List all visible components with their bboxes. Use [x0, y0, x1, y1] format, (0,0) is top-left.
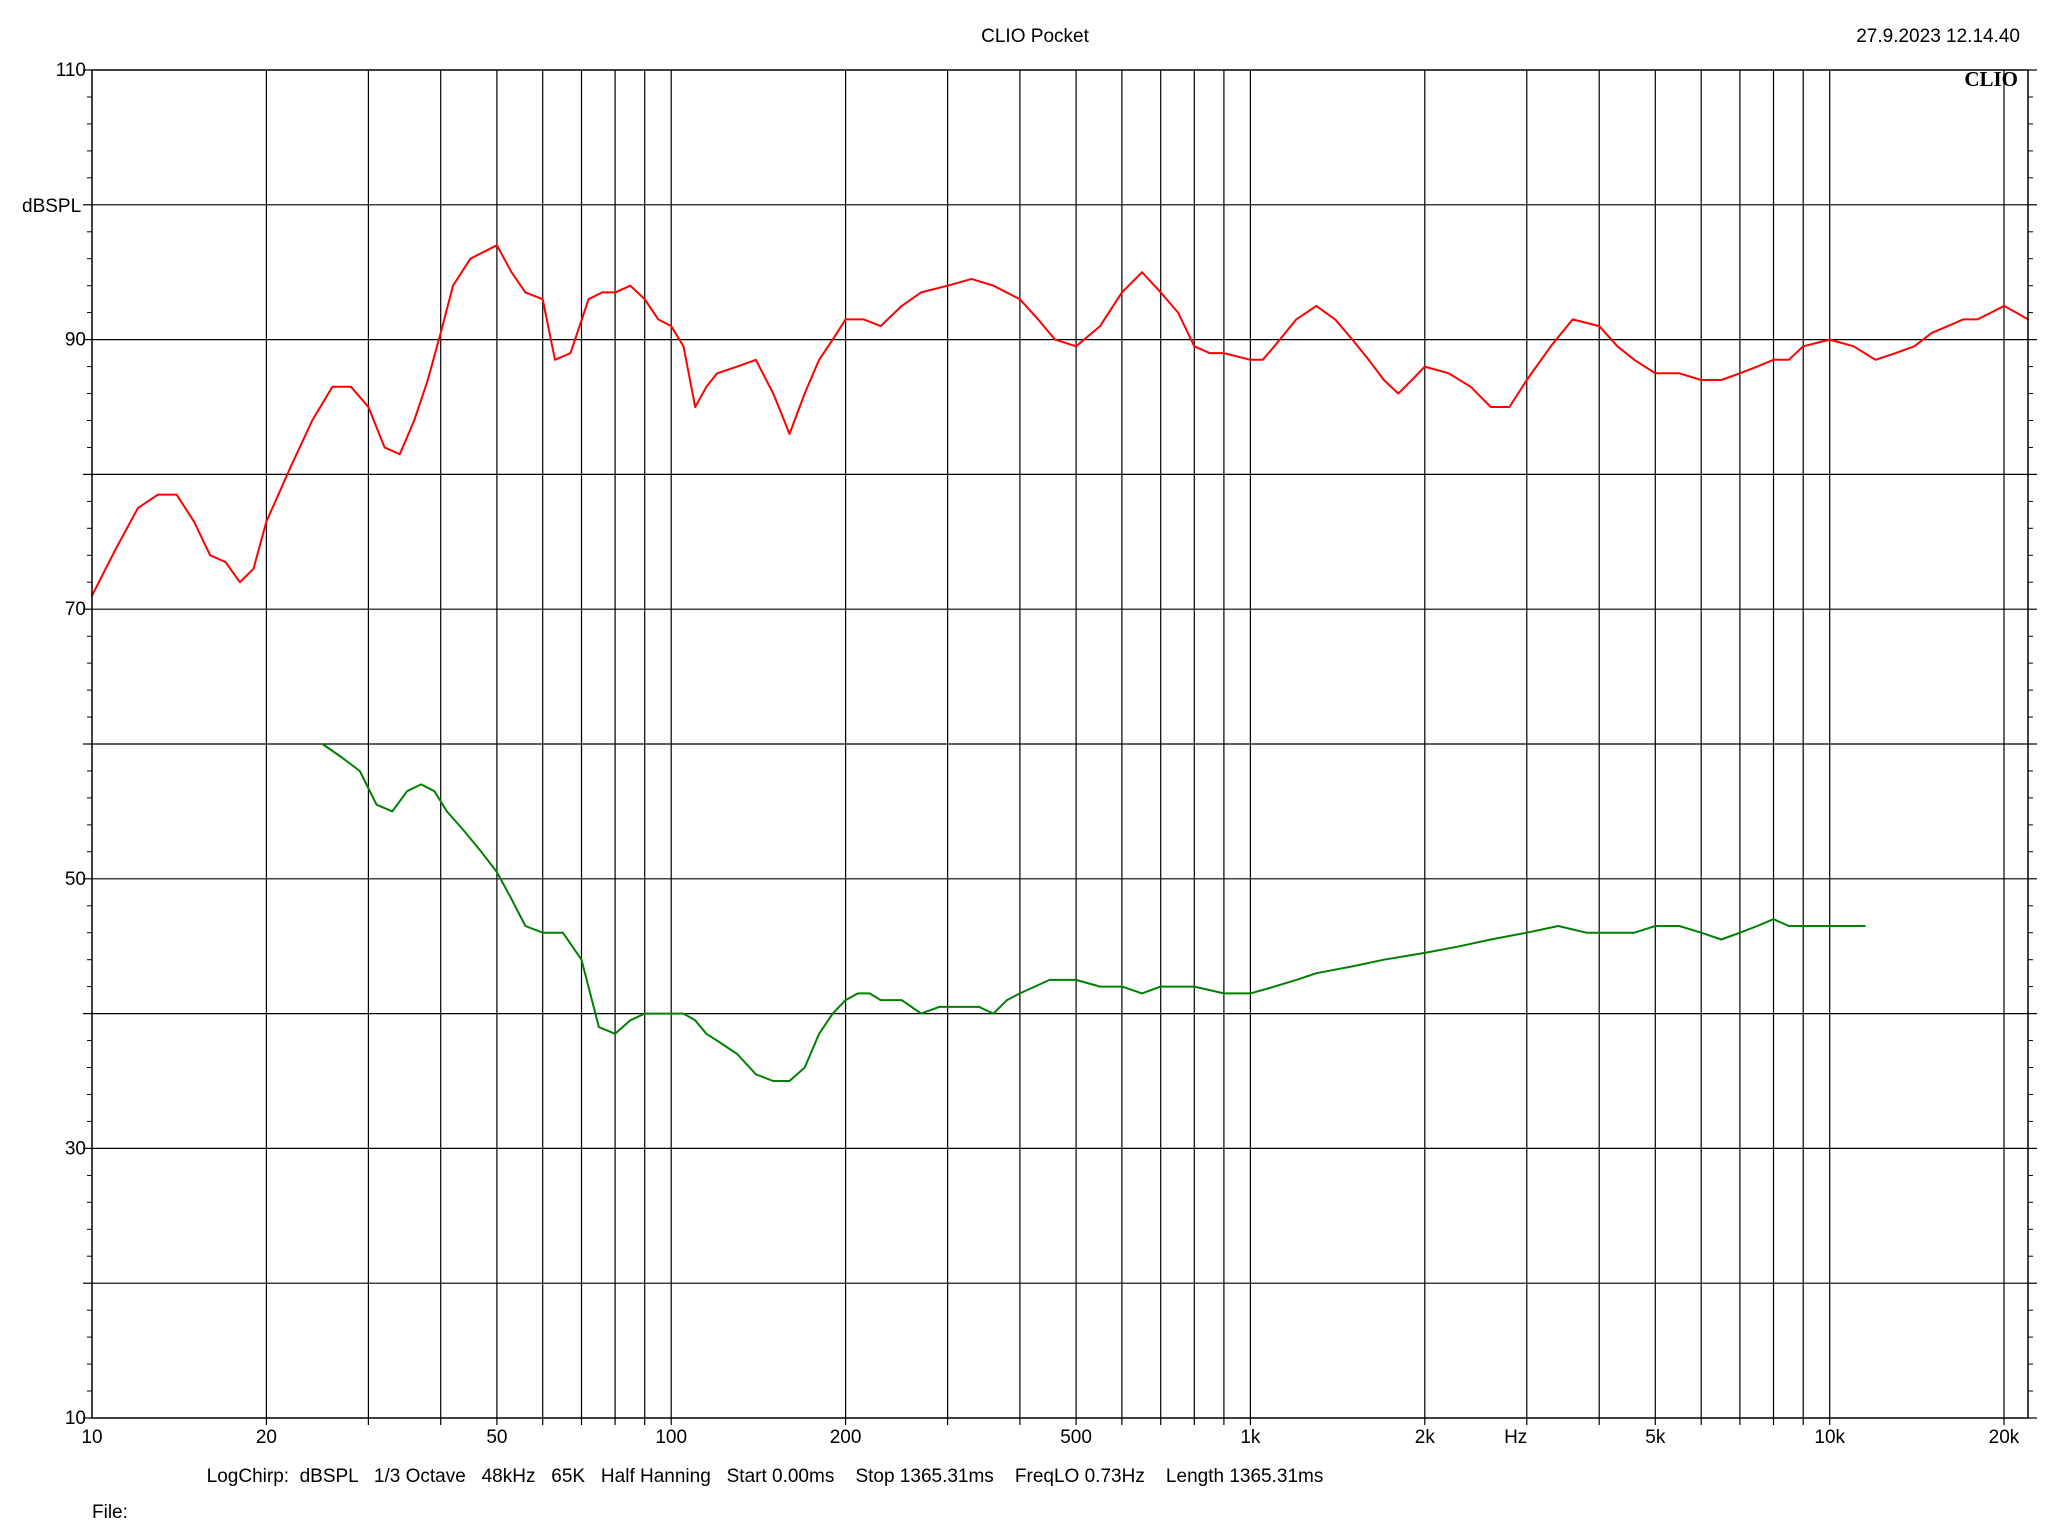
x-tick-label: 5k	[1645, 1427, 1666, 1448]
x-tick-label: 20	[256, 1427, 277, 1448]
x-tick-label: 1k	[1240, 1427, 1261, 1448]
measurement-parameters: LogChirp: dBSPL 1/3 Octave 48kHz 65K Hal…	[207, 1466, 1324, 1487]
y-tick-label: 30	[65, 1138, 86, 1159]
plot-frame	[91, 69, 2029, 1419]
x-tick-label: 100	[655, 1427, 687, 1448]
y-tick-label: 70	[65, 599, 86, 620]
x-tick-label: 500	[1060, 1427, 1092, 1448]
x-tick-label: 50	[486, 1427, 507, 1448]
major-grid	[92, 70, 2028, 1425]
chart-title: CLIO Pocket	[981, 26, 1089, 47]
y-axis-label: dBSPL	[22, 196, 81, 217]
x-axis-ticks: 10 20 50 100 200 500 1k 2k 5k 10k 20k	[81, 1427, 2019, 1448]
timestamp: 27.9.2023 12.14.40	[1856, 26, 2020, 47]
x-tick-label: 10	[81, 1427, 102, 1448]
clio-logo: CLIO	[1964, 67, 2018, 91]
x-tick-label: 10k	[1814, 1427, 1845, 1448]
file-label: File:	[92, 1502, 128, 1523]
y-tick-label: 50	[65, 869, 86, 890]
y-axis-ticks: 110 90 70 50 30 10	[56, 60, 2037, 1429]
y-tick-label: 90	[65, 330, 86, 351]
series-line-green	[321, 743, 1866, 1082]
series-line-red	[91, 244, 2029, 597]
x-tick-label: 2k	[1415, 1427, 1436, 1448]
y-tick-label: 110	[56, 60, 86, 81]
x-axis-unit-label: Hz	[1504, 1427, 1527, 1448]
y-tick-label: 10	[65, 1408, 86, 1429]
x-tick-label: 20k	[1989, 1427, 2020, 1448]
series-layer	[91, 244, 2029, 1082]
x-tick-label: 200	[830, 1427, 862, 1448]
